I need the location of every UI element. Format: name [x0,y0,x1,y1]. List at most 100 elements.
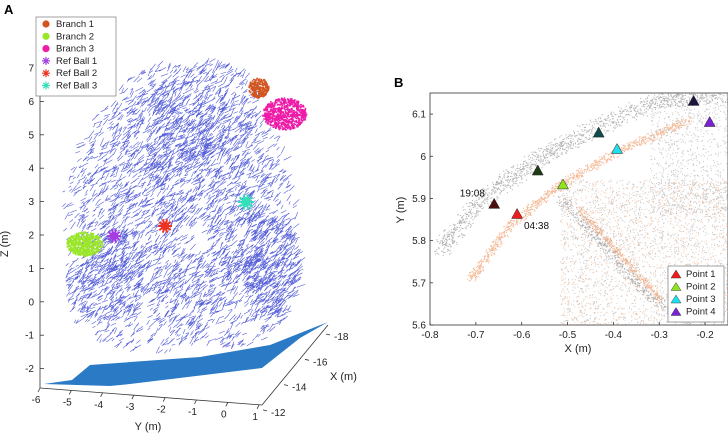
y-tick-mark [68,390,72,395]
y-tick-mark [100,392,103,397]
legend-b-marker [670,294,682,304]
tree-point-cloud [61,58,306,354]
legend-a-label: Branch 3 [56,44,94,55]
z-tick-label: 5 [28,130,34,141]
legend-a-label: Branch 2 [56,31,94,42]
y-axis-ticks: -6 -5 -4 -3 -2 -1 0 1 [32,387,260,423]
legend-a-marker [42,81,50,90]
marker-point-4-1908 [687,94,700,106]
legend-b-label: Point 1 [686,269,716,280]
y-tick-mark [162,397,166,402]
panel-b-markers [488,94,716,219]
marker-point-3-0438 [611,143,623,154]
b-x-tick-label: -0.6 [513,330,531,341]
legend-b-label: Point 4 [686,307,716,318]
x-axis-ticks: -18 -16 -14 -12 [262,332,349,419]
legend-b-marker [670,307,682,316]
x-tick-label: -12 [271,408,286,419]
marker-point-2-0438 [557,178,569,190]
z-tick-label: 2 [28,231,34,242]
branch-1-points [248,77,270,99]
z-tick-label: -2 [25,364,34,375]
y-tick-label: -6 [32,395,41,406]
branch-2-points [66,231,104,257]
legend-a-marker [42,69,50,78]
b-x-tick-label: -0.5 [559,330,577,341]
legend-a-marker [42,45,50,53]
panel-a-label: A [4,2,14,17]
legend-a-label: Branch 1 [56,19,94,30]
z-tick-label: 7 [28,64,34,75]
x-tick-label: -18 [334,332,349,343]
panel-b-y-ticks: 6.1 6 5.9 5.8 5.7 5.6 [412,110,433,332]
z-axis-ticks: 7 6 5 4 3 2 1 0 -1 -2 [25,64,44,375]
y-tick-label: -5 [63,397,72,408]
marker-point-1-1908 [488,197,501,209]
legend-a-marker [42,32,50,40]
marker-point-2-1908 [531,164,544,176]
ref-ball-3-core [241,197,251,207]
panel-b-y-label: Y (m) [395,197,407,224]
y-tick-label: 1 [252,412,258,423]
marker-point-1-0438 [511,207,524,219]
b-y-tick-label: 5.7 [412,278,426,289]
z-tick-label: 1 [28,264,34,275]
legend-a-box [35,16,117,97]
z-axis-label: Z (m) [0,231,11,257]
y-tick-mark [37,387,41,393]
b-x-tick-label: -0.4 [605,330,623,341]
panel-b-x-label: X (m) [565,343,592,355]
x-tick-mark [325,333,331,336]
b-y-tick-label: 5.6 [412,321,426,332]
y-tick-label: -4 [94,400,103,411]
b-x-tick-label: -0.7 [467,330,485,341]
b-y-tick-label: 5.9 [412,194,426,205]
y-tick-mark [225,402,229,407]
legend-a-label: Ref Ball 3 [56,81,97,92]
panel-b: B -0.8 -0.7 -0.6 -0.5 -0.4 -0.3 -0.2 6.1 6 5.9 5.… [394,75,728,355]
legend-b-marker [670,282,682,291]
z-tick-label: 0 [28,297,34,308]
y-tick-label: 0 [221,409,227,420]
y-tick-label: -2 [157,405,166,416]
cloud-time2-branch [578,206,663,302]
ground-patch [44,322,328,386]
marker-point-4-0438 [703,116,716,127]
x-tick-label: -14 [292,383,307,394]
legend-a-marker [42,56,50,65]
z-tick-label: 4 [28,164,34,175]
x-tick-label: -16 [313,357,328,368]
panel-b-label: B [394,75,403,90]
b-x-tick-label: -0.8 [421,330,439,341]
cloud-time1-canopy [560,94,728,325]
y-tick-mark [131,395,135,400]
x-axis-line [261,324,329,406]
b-x-tick-label: -0.3 [651,330,669,341]
x-tick-mark [262,409,268,412]
b-y-tick-label: 6 [420,152,426,163]
branch-and-ball-markers [66,77,308,257]
legend-b-label: Point 2 [686,282,716,293]
y-tick-mark [256,404,260,409]
z-tick-label: 6 [28,97,34,108]
y-axis-line [39,387,263,406]
z-tick-label: 3 [28,197,34,208]
ref-ball-2-core [160,221,170,231]
annotation-time-1: 19:08 [460,188,485,199]
tree-points [61,58,306,354]
y-axis-label: Y (m) [135,421,162,433]
z-tick-label: -1 [25,331,34,342]
panel-a: A 7 6 5 4 3 2 1 0 -1 -2 Z (m) -6 -5 -4 -3 -2 -1 0 1 Y (m… [0,2,357,433]
y-tick-mark [194,399,197,405]
legend-a-label: Ref Ball 2 [56,68,97,79]
y-tick-label: -3 [125,402,134,413]
legend-a-marker [42,20,50,28]
cloud-time2-arc [467,116,692,282]
legend-a-label: Ref Ball 1 [56,56,97,67]
ref-ball-1-core [109,231,119,241]
marker-point-3-1908 [592,126,605,138]
y-tick-label: -1 [188,407,197,418]
